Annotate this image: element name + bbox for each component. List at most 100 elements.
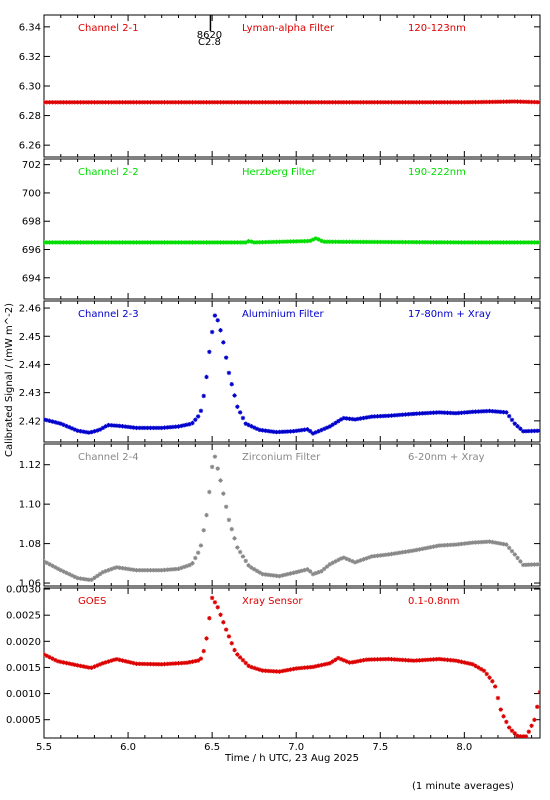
data-point — [209, 595, 215, 601]
data-point — [89, 100, 94, 105]
data-point — [179, 423, 184, 429]
y-tick-label: 696 — [22, 245, 41, 256]
data-point — [201, 648, 206, 654]
data-point — [156, 568, 162, 573]
data-point — [109, 658, 114, 663]
data-point — [439, 240, 445, 245]
data-point — [67, 240, 72, 245]
data-point — [156, 425, 162, 431]
data-point — [184, 100, 190, 105]
data-point — [481, 240, 487, 245]
data-point — [240, 240, 246, 245]
data-point — [288, 667, 293, 672]
data-point — [296, 100, 302, 105]
data-point — [506, 413, 512, 419]
data-point — [534, 240, 540, 245]
data-point — [218, 328, 223, 333]
data-point — [414, 547, 419, 553]
data-point — [291, 100, 296, 105]
data-point — [512, 99, 517, 104]
data-point — [92, 664, 97, 669]
data-point — [277, 239, 282, 244]
data-point — [215, 100, 220, 105]
data-point — [86, 577, 92, 582]
data-point — [462, 100, 467, 105]
data-point — [526, 99, 531, 105]
data-point — [448, 542, 453, 548]
data-point — [179, 660, 184, 666]
data-point — [361, 239, 366, 245]
data-point — [72, 427, 78, 432]
data-point — [534, 99, 540, 105]
data-point — [223, 355, 229, 360]
data-point — [201, 100, 206, 105]
data-point — [380, 552, 386, 558]
data-point — [187, 100, 192, 105]
data-point — [176, 424, 181, 429]
data-point — [221, 491, 226, 496]
data-point — [484, 671, 489, 677]
data-point — [386, 239, 391, 245]
data-point — [422, 546, 428, 551]
data-point — [291, 570, 296, 576]
data-point — [145, 568, 150, 573]
data-point — [257, 240, 262, 245]
data-point — [411, 658, 417, 663]
data-point — [532, 562, 537, 567]
data-point — [414, 658, 419, 663]
data-point — [406, 549, 411, 554]
data-point — [170, 100, 176, 105]
data-point — [520, 240, 526, 245]
data-point — [106, 659, 111, 664]
data-point — [316, 428, 321, 434]
panel-2: 694 696 698 700 702 Channel 2-2 Herzberg Filte… — [22, 158, 541, 300]
data-point — [436, 543, 442, 548]
data-point — [221, 100, 226, 105]
data-point — [347, 239, 352, 245]
data-point — [498, 707, 503, 712]
data-point — [383, 100, 389, 105]
data-point — [308, 238, 313, 243]
data-point — [439, 100, 445, 105]
data-point — [83, 577, 89, 582]
data-point — [162, 567, 167, 573]
data-point — [383, 413, 389, 419]
data-point — [184, 422, 190, 427]
data-point — [302, 100, 307, 105]
data-point — [282, 100, 288, 105]
data-point — [198, 100, 204, 105]
data-point — [61, 569, 66, 574]
channel-label: Channel 2-3 — [78, 309, 139, 320]
y-axis-label-text: Calibrated Signal / (mW m^-2) — [4, 303, 15, 457]
data-point — [125, 566, 131, 572]
data-point — [476, 99, 481, 105]
data-point — [81, 429, 86, 434]
data-point — [153, 425, 159, 431]
data-point — [274, 429, 279, 435]
data-point — [254, 240, 260, 245]
data-point — [361, 415, 366, 421]
data-point — [310, 100, 316, 105]
data-point — [223, 100, 229, 105]
data-point — [148, 425, 153, 431]
data-point — [425, 100, 431, 105]
data-point — [277, 669, 282, 674]
data-point — [375, 553, 380, 558]
data-point — [403, 100, 408, 105]
data-point — [431, 410, 436, 415]
data-point — [504, 410, 509, 415]
data-point — [226, 240, 232, 245]
data-point — [271, 429, 276, 435]
data-point — [64, 100, 69, 105]
data-point — [83, 664, 89, 670]
data-point — [310, 237, 316, 242]
data-point — [159, 662, 164, 667]
data-point — [498, 99, 503, 104]
data-point — [478, 666, 484, 672]
data-point — [134, 661, 139, 666]
data-point — [495, 695, 501, 701]
data-point — [195, 550, 201, 555]
data-point — [532, 717, 537, 723]
data-point — [246, 663, 251, 669]
data-point — [83, 100, 89, 105]
